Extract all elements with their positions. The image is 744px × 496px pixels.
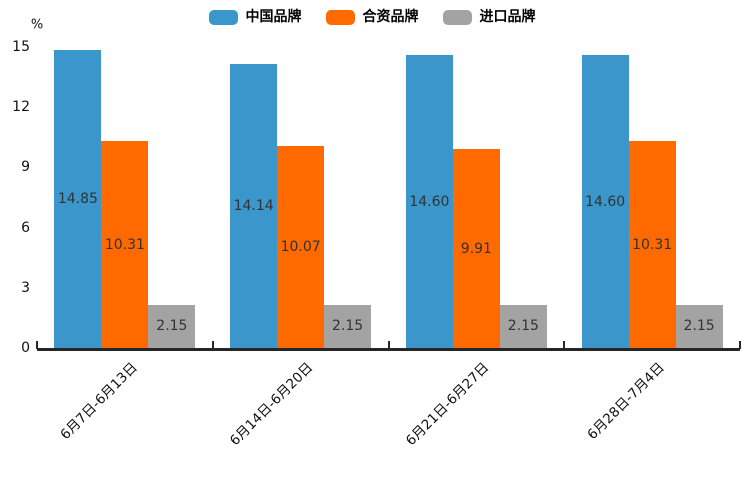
- bar-进口品牌: [148, 304, 196, 348]
- x-axis-tick: [36, 341, 38, 349]
- bar-value-label: 9.91: [460, 240, 492, 257]
- legend: 中国品牌 合资品牌 进口品牌: [0, 6, 744, 28]
- y-axis-tick-label: 6: [21, 219, 30, 236]
- bar-中国品牌: [405, 55, 453, 348]
- bar-value-label: 2.15: [683, 318, 715, 335]
- x-axis-label: 6月7日-6月13日: [57, 359, 141, 443]
- y-axis-tick-label: 15: [12, 39, 30, 55]
- y-axis-unit-label: %: [30, 17, 44, 33]
- bar-value-label: 14.60: [409, 193, 450, 210]
- bar-value-label: 14.85: [57, 191, 98, 207]
- bar-value-label: 10.31: [104, 236, 145, 253]
- bar-合资品牌: [628, 141, 676, 348]
- bar-合资品牌: [277, 145, 325, 348]
- bar-value-label: 14.60: [585, 193, 626, 210]
- legend-swatch-中国品牌: [208, 9, 238, 25]
- y-axis-tick-label: 3: [21, 279, 30, 296]
- x-axis-label: 6月28日-7月4日: [584, 359, 669, 443]
- bar-value-label: 10.07: [280, 238, 321, 255]
- x-axis-tick: [563, 341, 566, 349]
- x-axis-label: 6月21日-6月27日: [402, 359, 493, 449]
- bar-进口品牌: [499, 304, 547, 348]
- x-axis-tick: [387, 341, 390, 349]
- bar-中国品牌: [581, 55, 629, 348]
- bar-value-label: 10.31: [632, 236, 673, 253]
- x-axis-line: [37, 348, 740, 351]
- x-axis-tick: [211, 341, 214, 349]
- bar-进口品牌: [675, 304, 723, 348]
- bar-合资品牌: [452, 149, 500, 348]
- legend-item: 进口品牌: [442, 9, 536, 25]
- bar-合资品牌: [101, 141, 149, 348]
- legend-label: 合资品牌: [362, 9, 419, 25]
- x-axis-tick: [739, 341, 741, 349]
- y-axis-tick-label: 12: [12, 99, 30, 116]
- bar-value-label: 2.15: [332, 318, 364, 335]
- x-axis-label: 6月14日-6月20日: [227, 359, 317, 449]
- y-axis-tick-label: 9: [21, 159, 30, 176]
- bar-中国品牌: [54, 50, 102, 348]
- bar-中国品牌: [230, 64, 278, 348]
- legend-item: 中国品牌: [208, 9, 302, 25]
- legend-swatch-合资品牌: [325, 9, 355, 25]
- bar-value-label: 2.15: [507, 318, 539, 335]
- legend-label: 进口品牌: [479, 9, 536, 25]
- bar-进口品牌: [324, 304, 372, 348]
- bar-value-label: 14.14: [233, 198, 274, 215]
- y-axis-tick-label: 0: [21, 340, 30, 356]
- legend-item: 合资品牌: [325, 9, 419, 25]
- bar-value-label: 2.15: [156, 318, 188, 335]
- legend-swatch-进口品牌: [442, 9, 472, 25]
- legend-label: 中国品牌: [245, 9, 302, 25]
